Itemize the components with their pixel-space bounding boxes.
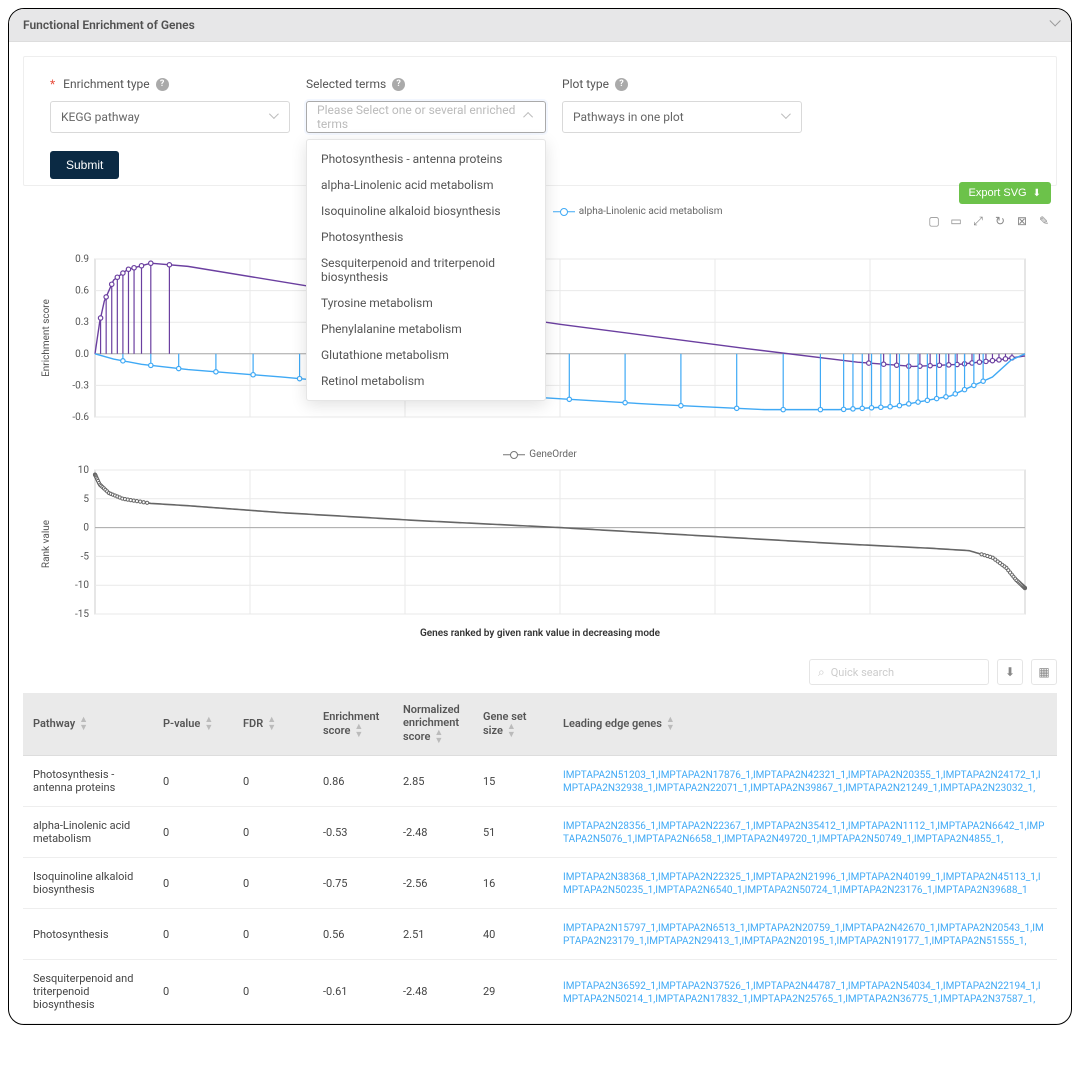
- table-row: Photosynthesis - antenna proteins000.862…: [23, 756, 1057, 807]
- svg-text:0: 0: [83, 523, 89, 534]
- sort-icon: [204, 716, 213, 732]
- columns-button[interactable]: ▦: [1031, 659, 1057, 685]
- enrichment-type-col: * Enrichment type ? KEGG pathway: [50, 77, 290, 133]
- svg-text:-10: -10: [75, 580, 89, 591]
- dropdown-item[interactable]: Photosynthesis: [307, 224, 545, 250]
- chevron-down-icon: [781, 112, 791, 122]
- enrichment-type-select[interactable]: KEGG pathway: [50, 101, 290, 133]
- plot-type-col: Plot type ? Pathways in one plot: [562, 77, 802, 133]
- export-svg-button[interactable]: Export SVG: [959, 182, 1051, 204]
- expand-icon[interactable]: ⤢: [971, 214, 985, 228]
- panel-header[interactable]: Functional Enrichment of Genes: [9, 9, 1071, 42]
- plot-type-label: Plot type: [562, 77, 609, 91]
- svg-text:0.0: 0.0: [75, 349, 89, 360]
- selected-terms-dropdown: Photosynthesis - antenna proteinsalpha-L…: [306, 139, 546, 401]
- sort-icon: [354, 723, 363, 739]
- column-header[interactable]: Gene set size: [473, 693, 553, 756]
- selected-terms-select[interactable]: Please Select one or several enriched te…: [306, 101, 546, 133]
- selected-terms-col: Selected terms ? Please Select one or se…: [306, 77, 546, 133]
- crop-icon[interactable]: ▢: [927, 214, 941, 228]
- search-input[interactable]: Quick search: [809, 659, 989, 685]
- collapse-icon[interactable]: [1045, 19, 1057, 31]
- search-icon: [818, 665, 825, 680]
- select-icon[interactable]: ▭: [949, 214, 963, 228]
- help-icon[interactable]: ?: [615, 78, 628, 91]
- svg-text:0.6: 0.6: [75, 286, 89, 297]
- sort-icon: [434, 729, 443, 745]
- column-header[interactable]: P-value: [153, 693, 233, 756]
- refresh-icon[interactable]: ↻: [993, 214, 1007, 228]
- svg-text:-0.6: -0.6: [72, 412, 89, 423]
- rank-value-chart: 10 5 0 -5 -10 -15 Rank value: [35, 464, 1035, 624]
- legend-label: alpha-Linolenic acid metabolism: [579, 206, 723, 217]
- chevron-down-icon: [269, 112, 279, 122]
- table-zone: Quick search ⬇ ▦ PathwayP-valueFDREnrich…: [9, 639, 1071, 1024]
- gene-link[interactable]: IMPTAPA2N28356_1,IMPTAPA2N22367_1,IMPTAP…: [563, 821, 1044, 845]
- chart-toolbar: ▢ ▭ ⤢ ↻ ⊠ ✎: [927, 214, 1051, 228]
- legend-label: GeneOrder: [529, 449, 576, 460]
- legend-marker-icon: [503, 450, 525, 460]
- svg-text:Rank value: Rank value: [41, 520, 52, 568]
- plot-type-value: Pathways in one plot: [573, 110, 684, 124]
- column-header[interactable]: Pathway: [23, 693, 153, 756]
- selected-terms-label: Selected terms: [306, 77, 386, 91]
- submit-button[interactable]: Submit: [50, 151, 119, 179]
- svg-text:-15: -15: [75, 609, 89, 620]
- gene-link[interactable]: IMPTAPA2N36592_1,IMPTAPA2N37526_1,IMPTAP…: [563, 981, 1041, 1005]
- results-table: PathwayP-valueFDREnrichment scoreNormali…: [23, 693, 1057, 1024]
- help-icon[interactable]: ?: [156, 78, 169, 91]
- sort-icon: [507, 723, 516, 739]
- table-row: Sesquiterpenoid and triterpenoid biosynt…: [23, 960, 1057, 1024]
- gene-link[interactable]: IMPTAPA2N51203_1,IMPTAPA2N17876_1,IMPTAP…: [563, 770, 1041, 794]
- dropdown-item[interactable]: Sesquiterpenoid and triterpenoid biosynt…: [307, 250, 545, 290]
- sort-icon: [666, 716, 675, 732]
- svg-text:Enrichment score: Enrichment score: [41, 299, 52, 377]
- table-row: Isoquinoline alkaloid biosynthesis00-0.7…: [23, 858, 1057, 909]
- selected-terms-placeholder: Please Select one or several enriched te…: [317, 103, 526, 131]
- xaxis-title: Genes ranked by given rank value in decr…: [35, 628, 1045, 639]
- download-button[interactable]: ⬇: [997, 659, 1023, 685]
- svg-text:0.3: 0.3: [75, 317, 89, 328]
- help-icon[interactable]: ?: [392, 78, 405, 91]
- form-area: * Enrichment type ? KEGG pathway Selecte…: [23, 56, 1057, 186]
- svg-text:0.9: 0.9: [75, 254, 89, 265]
- chart2-legend: GeneOrder: [35, 449, 1045, 460]
- column-header[interactable]: Normalized enrichment score: [393, 693, 473, 756]
- enrichment-type-label: Enrichment type: [63, 77, 149, 91]
- dropdown-item[interactable]: Glutathione metabolism: [307, 342, 545, 368]
- dropdown-item[interactable]: Tyrosine metabolism: [307, 290, 545, 316]
- download-icon: [1033, 187, 1041, 199]
- panel-title: Functional Enrichment of Genes: [23, 18, 195, 32]
- gene-link[interactable]: IMPTAPA2N38368_1,IMPTAPA2N22325_1,IMPTAP…: [563, 872, 1041, 896]
- svg-text:-0.3: -0.3: [72, 380, 89, 391]
- svg-text:10: 10: [78, 465, 90, 476]
- sort-icon: [267, 716, 276, 732]
- box-icon[interactable]: ⊠: [1015, 214, 1029, 228]
- svg-text:5: 5: [83, 494, 89, 505]
- column-header[interactable]: Leading edge genes: [553, 693, 1057, 756]
- dropdown-item[interactable]: alpha-Linolenic acid metabolism: [307, 172, 545, 198]
- dropdown-item[interactable]: Isoquinoline alkaloid biosynthesis: [307, 198, 545, 224]
- dropdown-item[interactable]: Phenylalanine metabolism: [307, 316, 545, 342]
- enrichment-type-value: KEGG pathway: [61, 110, 140, 124]
- search-placeholder: Quick search: [831, 666, 894, 679]
- table-row: alpha-Linolenic acid metabolism00-0.53-2…: [23, 807, 1057, 858]
- column-header[interactable]: FDR: [233, 693, 313, 756]
- gene-link[interactable]: IMPTAPA2N15797_1,IMPTAPA2N6513_1,IMPTAPA…: [563, 923, 1044, 947]
- dropdown-item[interactable]: Retinol metabolism: [307, 368, 545, 394]
- chevron-up-icon: [526, 112, 535, 122]
- dropdown-item[interactable]: Photosynthesis - antenna proteins: [307, 146, 545, 172]
- edit-icon[interactable]: ✎: [1037, 214, 1051, 228]
- svg-text:-5: -5: [81, 551, 90, 562]
- required-asterisk: *: [50, 77, 55, 91]
- table-row: Photosynthesis000.562.5140IMPTAPA2N15797…: [23, 909, 1057, 960]
- plot-type-select[interactable]: Pathways in one plot: [562, 101, 802, 133]
- column-header[interactable]: Enrichment score: [313, 693, 393, 756]
- legend-marker-icon: [553, 207, 575, 217]
- sort-icon: [79, 716, 88, 732]
